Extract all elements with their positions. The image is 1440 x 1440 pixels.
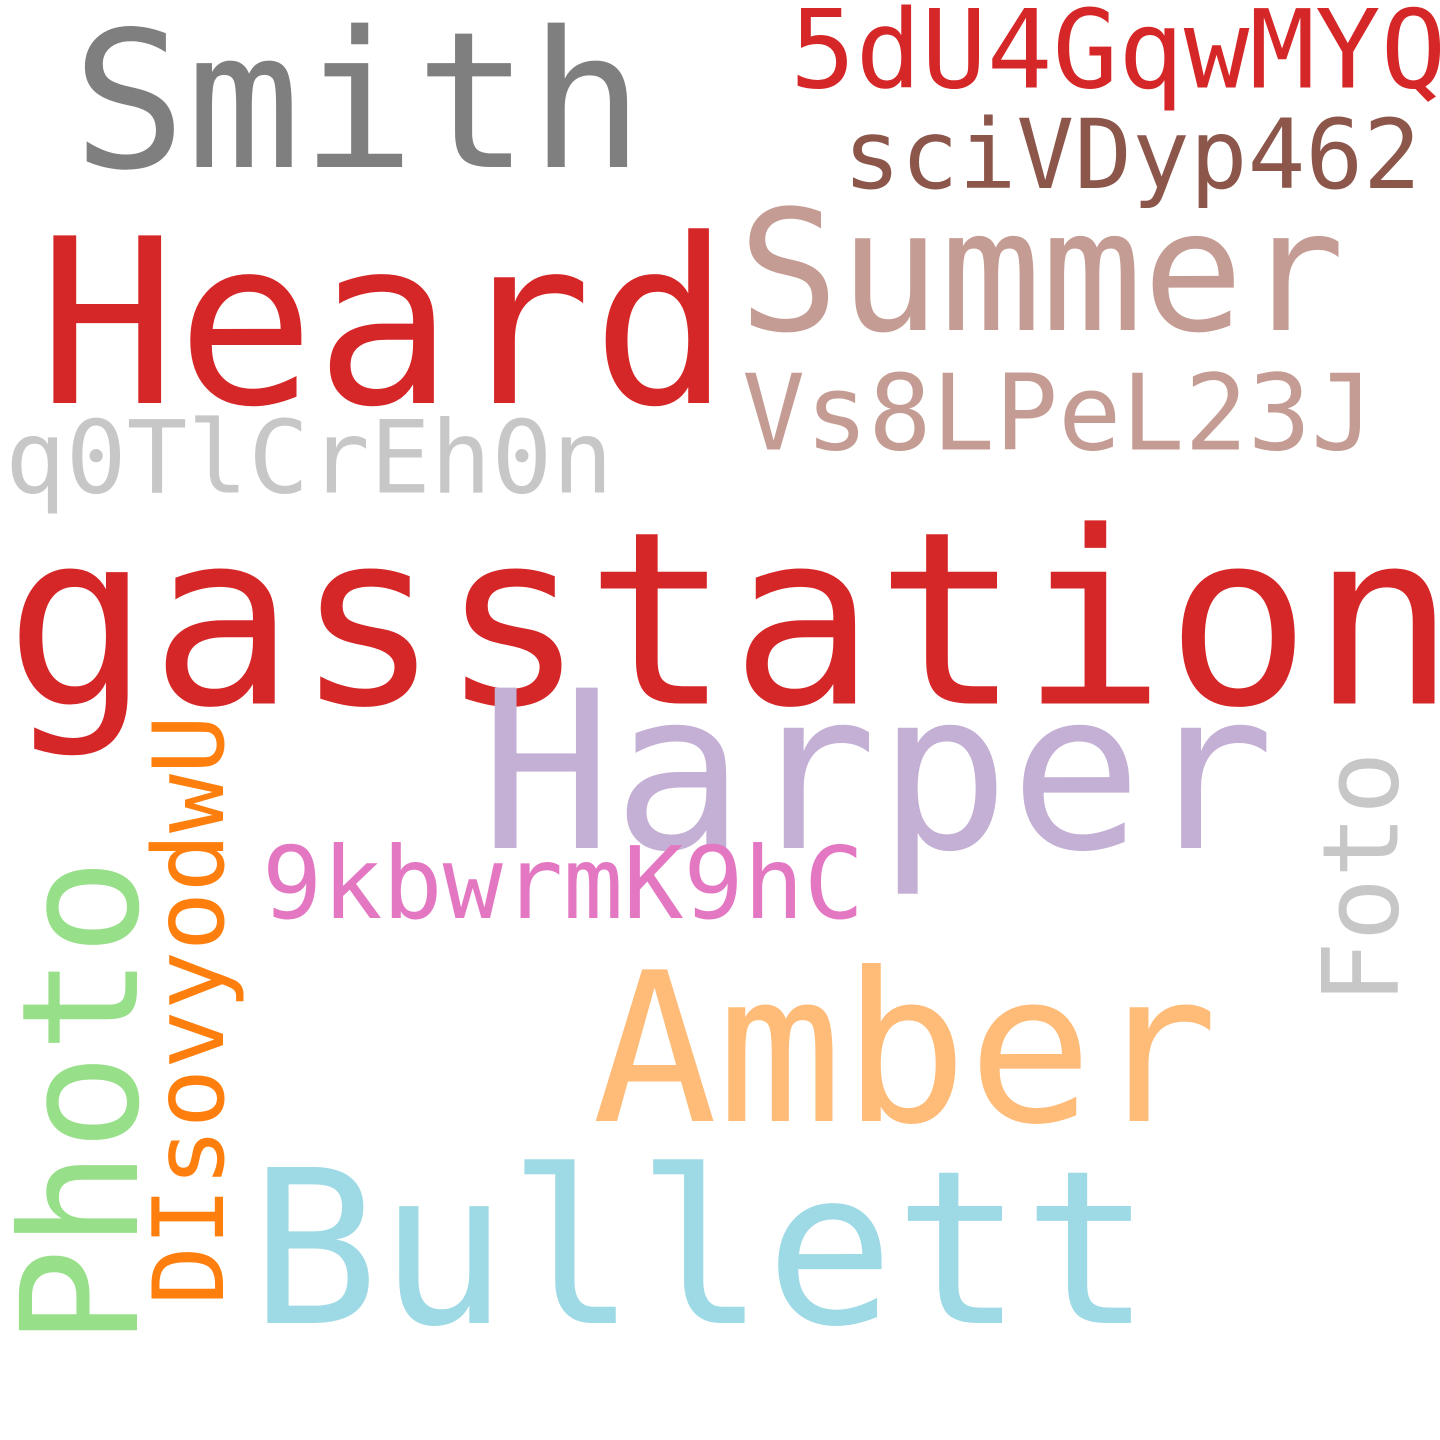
- word-smith: Smith: [72, 0, 644, 212]
- word-heard: Heard: [38, 191, 731, 458]
- word-bullett: Bullett: [250, 1125, 1152, 1374]
- word-amber: Amber: [592, 929, 1219, 1171]
- word-5du4gqwmyq: 5dU4GqwMYQ: [790, 0, 1440, 114]
- word-vs8lpel23j: Vs8LPeL23J: [742, 352, 1375, 475]
- word-scivdyp462: sciVDyp462: [843, 99, 1421, 211]
- word-disovyodwu: DIsovyodwU: [133, 714, 247, 1306]
- word-harper: Harper: [480, 644, 1275, 900]
- word-q0tlcreh0n: q0TlCrEh0n: [5, 398, 614, 517]
- word-foto: Foto: [1300, 751, 1423, 1005]
- word-summer: Summer: [738, 174, 1345, 370]
- word-9kbwrmk9hc: 9kbwrmK9hC: [262, 825, 865, 942]
- word-gasstation: gasstation: [5, 479, 1440, 761]
